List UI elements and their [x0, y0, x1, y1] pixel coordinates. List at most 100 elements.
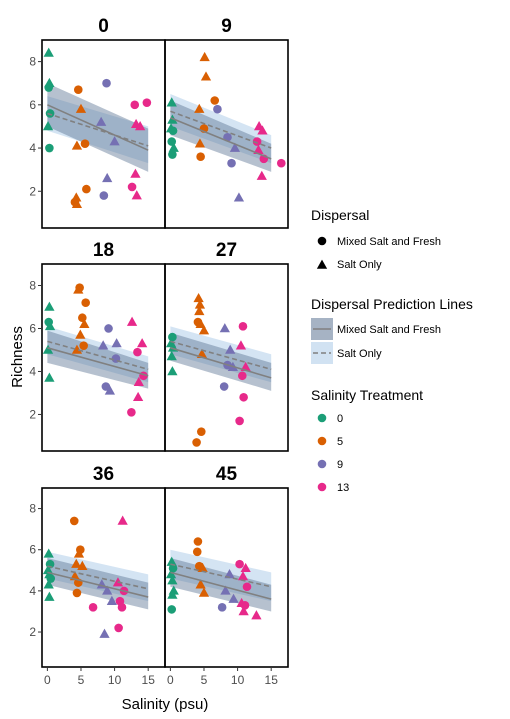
x-tick-label: 15: [265, 673, 279, 687]
point-mixed: [79, 341, 88, 350]
panel-title: 45: [216, 464, 238, 485]
point-salt-only: [198, 325, 210, 335]
point-mixed: [104, 324, 113, 333]
panel-9: 9: [164, 16, 289, 229]
y-axis-label: Richness: [9, 326, 26, 388]
y-tick-label: 6: [29, 321, 36, 335]
point-salt-only: [43, 579, 54, 589]
point-mixed: [127, 408, 136, 417]
point-salt-only: [240, 361, 251, 371]
point-salt-only: [200, 71, 212, 81]
point-salt-only: [71, 344, 83, 354]
y-tick-label: 6: [29, 543, 36, 557]
point-salt-only: [104, 385, 116, 395]
point-mixed: [167, 605, 177, 614]
point-salt-only: [71, 558, 82, 568]
point-salt-only: [137, 338, 148, 348]
x-tick-label: 10: [231, 673, 245, 687]
point-mixed: [252, 137, 262, 146]
point-salt-only: [195, 318, 206, 328]
panel-plot-area: [165, 537, 272, 620]
point-salt-only: [131, 190, 142, 200]
point-mixed: [45, 109, 55, 118]
point-salt-only: [111, 338, 122, 348]
point-salt-only: [225, 344, 236, 354]
x-tick-label: 5: [201, 673, 208, 687]
legend-lines-label: Mixed Salt and Fresh: [337, 324, 441, 336]
legend-salinity-key: [317, 482, 327, 492]
point-salt-only: [75, 103, 87, 113]
x-tick-label: 0: [44, 673, 51, 687]
point-mixed: [81, 298, 90, 307]
point-salt-only: [71, 198, 83, 209]
point-salt-only: [168, 142, 179, 152]
point-salt-only: [73, 548, 85, 558]
y-tick-label: 8: [29, 502, 36, 516]
point-salt-only: [44, 591, 55, 601]
point-mixed: [213, 104, 222, 114]
x-tick-label: 10: [108, 673, 122, 687]
panel-plot-area: [42, 47, 152, 209]
point-salt-only: [77, 560, 88, 570]
point-mixed: [168, 126, 178, 136]
point-mixed: [239, 392, 248, 402]
point-salt-only: [133, 376, 144, 386]
point-mixed: [237, 371, 247, 381]
mixed-prediction-line: [47, 347, 149, 377]
salt-only-prediction-line: [170, 563, 272, 588]
y-tick-label: 2: [29, 625, 36, 639]
point-mixed: [80, 139, 90, 149]
y-tick-label: 4: [29, 141, 36, 155]
point-mixed: [217, 603, 227, 612]
point-salt-only: [102, 172, 113, 183]
point-mixed: [130, 100, 140, 110]
point-mixed: [227, 158, 236, 168]
point-salt-only: [237, 571, 249, 581]
point-salt-only: [130, 168, 141, 178]
panel-plot-area: [165, 292, 272, 447]
point-salt-only: [253, 144, 264, 154]
point-salt-only: [219, 323, 230, 333]
point-salt-only: [197, 562, 208, 573]
point-salt-only: [194, 103, 205, 113]
y-tick-label: 8: [29, 278, 36, 292]
y-tick-label: 8: [29, 55, 36, 69]
panel-frame: [164, 263, 289, 452]
point-mixed: [235, 416, 244, 426]
point-mixed: [238, 322, 248, 331]
point-salt-only: [194, 138, 206, 148]
salt-only-prediction-line: [47, 565, 149, 590]
axes-layer: 2 4 6 8 2 4 6 8 2 4 6 8 0 5 10 15 0 5 10 15: [29, 55, 278, 687]
salt-only-prediction-line: [170, 110, 272, 149]
point-mixed: [133, 347, 142, 357]
panel-plot-area: [42, 515, 149, 638]
point-mixed: [192, 438, 201, 447]
salt-only-prediction-line: [170, 340, 272, 371]
panel-plot-area: [42, 283, 149, 417]
point-salt-only: [193, 292, 204, 303]
point-salt-only: [99, 628, 110, 638]
x-tick-label: 0: [167, 673, 174, 687]
point-salt-only: [106, 595, 118, 605]
point-salt-only: [228, 593, 239, 603]
point-mixed: [196, 427, 206, 436]
point-mixed: [240, 600, 250, 610]
point-salt-only: [235, 340, 247, 350]
legend-lines-items: Mixed Salt and Fresh Salt Only: [311, 318, 441, 364]
point-mixed: [196, 152, 205, 161]
point-salt-only: [233, 192, 245, 202]
mixed-prediction-line: [47, 571, 149, 598]
point-mixed: [142, 98, 152, 107]
point-salt-only: [75, 329, 86, 339]
panels-layer: 0 9 18 27 36 45: [41, 16, 289, 668]
point-salt-only: [117, 515, 128, 525]
point-salt-only: [44, 372, 55, 382]
point-salt-only: [42, 344, 54, 354]
point-mixed: [69, 516, 79, 526]
point-mixed: [44, 83, 54, 92]
legend-dispersal-label: Mixed Salt and Fresh: [337, 236, 441, 248]
mixed-prediction-line: [170, 117, 272, 160]
point-mixed: [101, 382, 111, 391]
panel-title: 0: [98, 16, 109, 37]
point-mixed: [242, 582, 252, 592]
